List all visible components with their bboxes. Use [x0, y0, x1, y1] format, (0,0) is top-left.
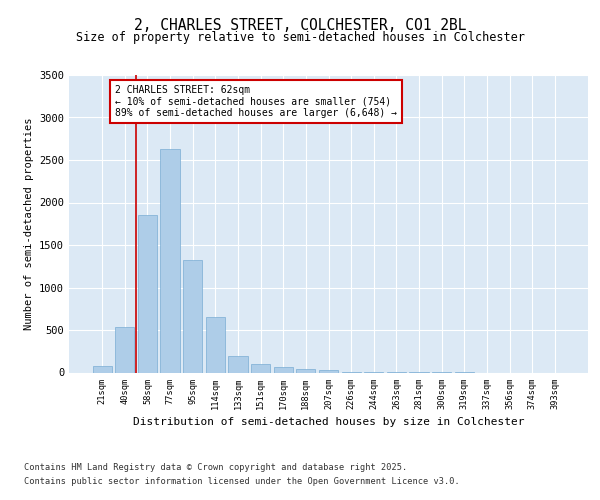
- Bar: [183, 260, 202, 372]
- Bar: [319, 370, 338, 372]
- Bar: [206, 318, 225, 372]
- Text: Size of property relative to semi-detached houses in Colchester: Size of property relative to semi-detach…: [76, 31, 524, 44]
- Text: 2 CHARLES STREET: 62sqm
← 10% of semi-detached houses are smaller (754)
89% of s: 2 CHARLES STREET: 62sqm ← 10% of semi-de…: [115, 85, 397, 118]
- Bar: [138, 215, 157, 372]
- X-axis label: Distribution of semi-detached houses by size in Colchester: Distribution of semi-detached houses by …: [133, 417, 524, 427]
- Bar: [251, 364, 270, 372]
- Bar: [115, 328, 134, 372]
- Bar: [92, 366, 112, 372]
- Y-axis label: Number of semi-detached properties: Number of semi-detached properties: [23, 118, 34, 330]
- Text: 2, CHARLES STREET, COLCHESTER, CO1 2BL: 2, CHARLES STREET, COLCHESTER, CO1 2BL: [134, 18, 466, 32]
- Bar: [160, 149, 180, 372]
- Bar: [296, 369, 316, 372]
- Bar: [229, 356, 248, 372]
- Text: Contains public sector information licensed under the Open Government Licence v3: Contains public sector information licen…: [24, 477, 460, 486]
- Text: Contains HM Land Registry data © Crown copyright and database right 2025.: Contains HM Land Registry data © Crown c…: [24, 464, 407, 472]
- Bar: [274, 368, 293, 372]
